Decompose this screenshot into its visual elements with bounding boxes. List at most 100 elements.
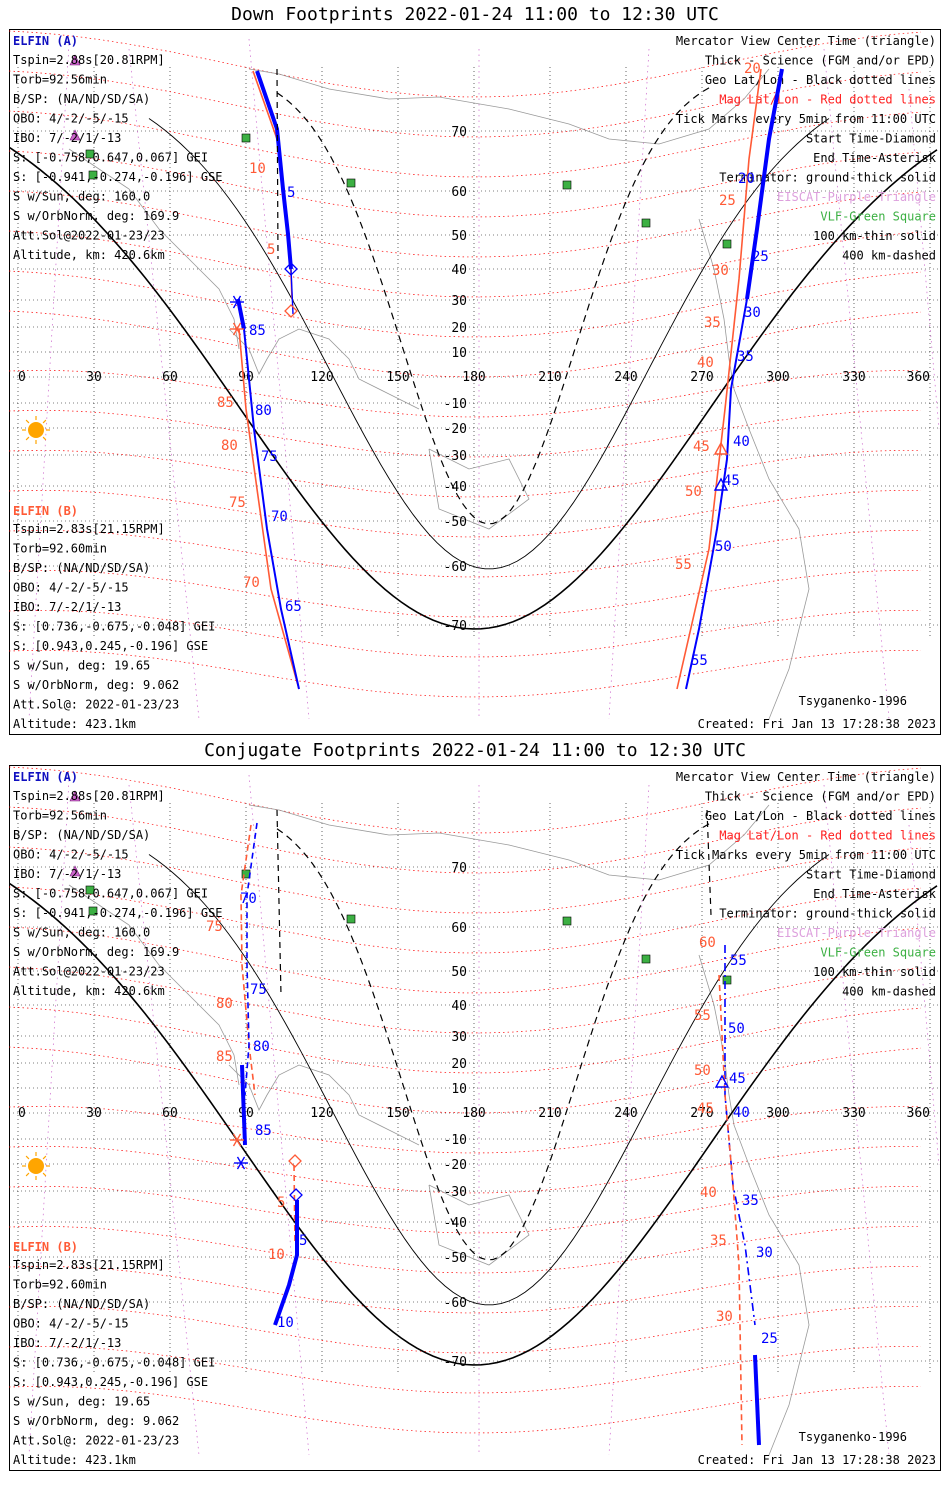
vlf-station-square — [88, 906, 98, 916]
terminator-400km-segment — [276, 809, 282, 996]
vlf-station-square — [346, 914, 356, 924]
legend-entry: EISCAT-Purple Triangle — [777, 926, 936, 940]
legend-entry: Tick Marks every 5min from 11:00 UTC — [676, 112, 936, 126]
elfin-b-time-label: 10 — [268, 1247, 285, 1263]
elfin-b-conj-west-south — [293, 1164, 296, 1246]
legend-entry: End Time-Asterisk — [813, 151, 937, 165]
mag-lat-line — [9, 30, 922, 98]
mag-lat-line — [9, 650, 922, 698]
legend-entry: Tick Marks every 5min from 11:00 UTC — [676, 848, 936, 862]
mag-lat-line — [9, 110, 922, 178]
elfin-b-time-label: 45 — [697, 1101, 714, 1117]
elfin-a-track-east — [685, 298, 748, 690]
panel-title-conjugate: Conjugate Footprints 2022-01-24 11:00 to… — [204, 740, 746, 761]
lat-tick-label: -20 — [444, 422, 467, 437]
mag-meridian — [248, 774, 310, 1456]
elfin-b-info-line: B/SP: (NA/ND/SD/SA) — [13, 561, 150, 575]
sun-icon — [28, 422, 44, 438]
elfin-a-time-label: 25 — [752, 249, 769, 265]
elfin-a-time-label: 45 — [729, 1071, 746, 1087]
sun-ray — [25, 1155, 30, 1160]
mag-lat-line — [9, 1386, 922, 1434]
elfin-a-info-line: Torb=92.56min — [13, 809, 107, 823]
elfin-a-info-line: S w/OrbNorm, deg: 169.9 — [13, 209, 179, 223]
sun-ray — [42, 1155, 47, 1160]
elfin-b-time-label: 80 — [216, 996, 233, 1012]
lon-tick-label: 240 — [614, 370, 637, 385]
elfin-a-conj-science-segment — [240, 1064, 247, 1146]
created-timestamp: Created: Fri Jan 13 17:28:38 2023 — [698, 1453, 936, 1467]
lon-tick-label: 360 — [907, 1106, 930, 1121]
lat-tick-label: 60 — [451, 185, 467, 200]
terminator-ground — [9, 882, 938, 1366]
elfin-a-info-line: Att.Sol@2022-01-23/23 — [13, 229, 165, 243]
elfin-a-end-asterisk — [236, 1156, 246, 1170]
elfin-b-start-diamond — [288, 1154, 302, 1168]
coastline-australia — [428, 1184, 530, 1266]
elfin-b-track-west-south — [238, 328, 300, 690]
elfin-b-info-line: S: [0.736,-0.675,-0.048] GEI — [13, 1356, 215, 1370]
elfin-b-info-line: Altitude: 423.1km — [13, 717, 136, 731]
mag-lat-line — [9, 490, 922, 538]
mag-lat-line — [9, 570, 922, 618]
elfin-b-info-line: Tspin=2.83s[21.15RPM] — [13, 1258, 165, 1272]
mag-meridian — [908, 824, 940, 1166]
legend-entry: Terminator: ground-thick solid — [719, 171, 936, 185]
elfin-a-info-line: B/SP: (NA/ND/SD/SA) — [13, 828, 150, 842]
elfin-b-info-line: B/SP: (NA/ND/SD/SA) — [13, 1297, 150, 1311]
elfin-b-info-line: OBO: 4/-2/-5/-15 — [13, 581, 129, 595]
lat-tick-label: -30 — [444, 449, 467, 464]
elfin-a-info-line: Tspin=2.88s[20.81RPM] — [13, 53, 165, 67]
elfin-b-info-line: Torb=92.60min — [13, 1278, 107, 1292]
elfin-b-conj-west — [240, 824, 256, 1096]
mag-lat-line — [9, 70, 922, 138]
lat-tick-label: -40 — [444, 480, 467, 495]
elfin-b-info-line: S w/Sun, deg: 19.65 — [13, 1395, 150, 1409]
vlf-station-square — [346, 178, 356, 188]
terminator-100km — [148, 118, 830, 570]
lat-tick-label: 70 — [451, 861, 467, 876]
mag-lat-line — [9, 610, 922, 658]
sun-ray — [42, 1172, 47, 1177]
elfin-a-end-asterisk — [232, 295, 242, 309]
lat-tick-label: -50 — [444, 515, 467, 530]
mag-meridian — [823, 784, 890, 1456]
elfin-b-info-line: Att.Sol@: 2022-01-23/23 — [13, 698, 179, 712]
mag-meridian — [128, 784, 200, 1456]
elfin-b-track-east — [676, 68, 762, 690]
lon-tick-label: 90 — [238, 370, 254, 385]
elfin-a-time-label: 75 — [250, 982, 267, 998]
sun-ray — [42, 419, 47, 424]
mag-lat-line — [9, 966, 922, 1034]
elfin-b-time-label: 85 — [217, 395, 234, 411]
legend-entry: 400 km-dashed — [842, 249, 936, 263]
elfin-b-time-label: 5 — [277, 1195, 285, 1211]
elfin-b-time-label: 55 — [694, 1008, 711, 1024]
mag-lat-line — [9, 1046, 922, 1114]
lat-tick-label: -20 — [444, 1158, 467, 1173]
lat-tick-label: 70 — [451, 125, 467, 140]
elfin-b-end-asterisk — [232, 1133, 242, 1147]
coastline-australia — [428, 448, 530, 530]
elfin-a-track-east-science — [745, 68, 784, 300]
elfin-b-center-triangle — [713, 441, 729, 455]
elfin-a-time-label: 10 — [277, 1315, 294, 1331]
terminator-400km — [276, 823, 710, 1261]
elfin-b-time-label: 85 — [216, 1049, 233, 1065]
elfin-b-time-label: 20 — [744, 61, 761, 77]
elfin-a-time-label: 35 — [742, 1193, 759, 1209]
elfin-b-info-line: IBO: 7/-2/1/-13 — [13, 600, 121, 614]
mag-lat-line — [9, 230, 922, 298]
lat-tick-label: -70 — [444, 619, 467, 634]
elfin-b-time-label: 50 — [685, 484, 702, 500]
elfin-b-time-label: 30 — [716, 1309, 733, 1325]
eiscat-triangle — [69, 54, 81, 66]
elfin-a-heading: ELFIN (A) — [13, 34, 78, 48]
elfin-a-time-label: 55 — [691, 653, 708, 669]
elfin-b-heading: ELFIN (B) — [13, 504, 78, 518]
elfin-a-info-line: S: [-0.941,-0.274,-0.196] GSE — [13, 170, 223, 184]
mag-meridian — [908, 88, 940, 430]
created-timestamp: Created: Fri Jan 13 17:28:38 2023 — [698, 717, 936, 731]
elfin-b-conj-east — [718, 974, 743, 1446]
elfin-b-time-label: 5 — [267, 242, 275, 258]
